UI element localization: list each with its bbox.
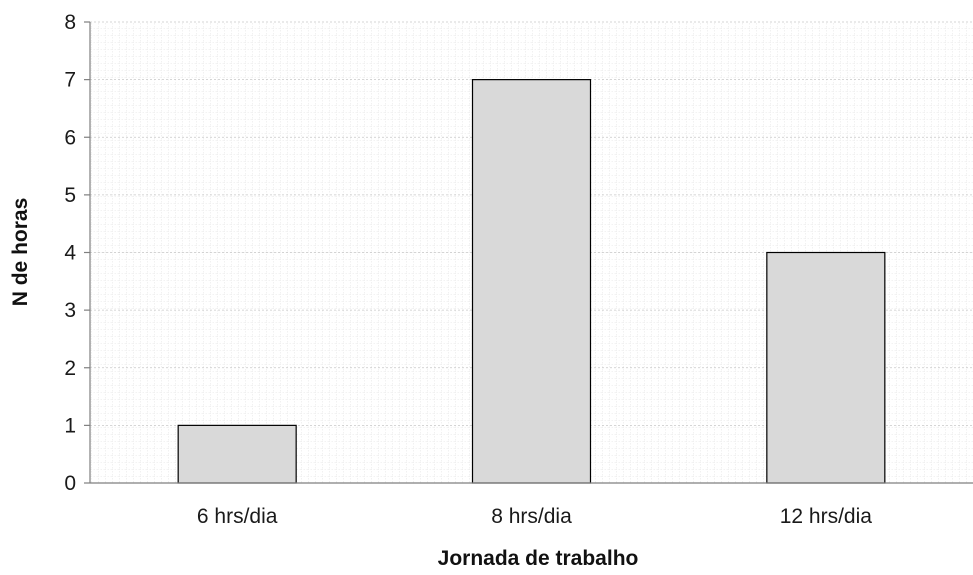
x-axis-ticks: 6 hrs/dia 8 hrs/dia 12 hrs/dia <box>197 505 872 528</box>
bar <box>766 251 886 484</box>
y-tick-label: 7 <box>64 69 76 92</box>
y-axis-title: N de horas <box>9 198 32 307</box>
y-tick-label: 3 <box>64 299 76 322</box>
bar <box>177 424 297 484</box>
x-axis-title: Jornada de trabalho <box>438 547 639 570</box>
y-tick-label: 5 <box>64 184 76 207</box>
y-tick-label: 2 <box>64 357 76 380</box>
y-tick-label: 4 <box>64 242 76 265</box>
y-tick-label: 1 <box>64 414 76 437</box>
bars-group <box>177 79 886 484</box>
x-tick-label: 6 hrs/dia <box>197 505 278 528</box>
bar <box>471 79 592 484</box>
y-tick-label: 6 <box>64 126 76 149</box>
x-tick-label: 12 hrs/dia <box>780 505 873 528</box>
y-tick-label: 0 <box>64 472 76 495</box>
x-tick-label: 8 hrs/dia <box>491 505 572 528</box>
y-axis-ticks: 0 1 2 3 4 5 6 7 8 <box>64 11 90 495</box>
y-tick-label: 8 <box>64 11 76 34</box>
